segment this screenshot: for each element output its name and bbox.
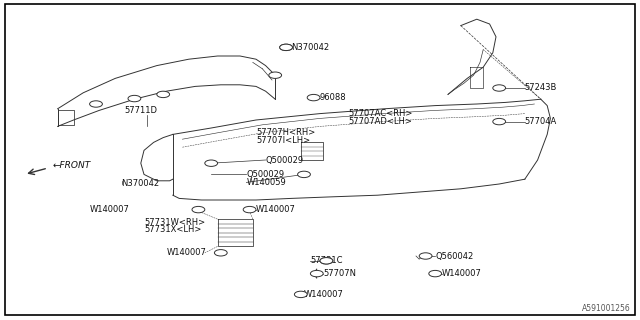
Circle shape [320, 258, 333, 264]
Circle shape [310, 270, 323, 277]
Text: 57707N: 57707N [323, 269, 356, 278]
Circle shape [294, 291, 307, 298]
Text: 57707AD<LH>: 57707AD<LH> [349, 117, 413, 126]
Circle shape [280, 44, 292, 51]
Text: 57731C: 57731C [310, 256, 343, 265]
Text: 57243B: 57243B [525, 84, 557, 92]
Text: 57731W<RH>: 57731W<RH> [144, 218, 205, 227]
Circle shape [307, 94, 320, 101]
Circle shape [214, 250, 227, 256]
Text: ←FRONT: ←FRONT [52, 161, 91, 170]
Text: W140007: W140007 [442, 269, 481, 278]
Circle shape [493, 118, 506, 125]
Circle shape [269, 72, 282, 78]
Text: Q500029: Q500029 [266, 156, 304, 164]
Text: 96088: 96088 [320, 93, 347, 102]
Text: W140007: W140007 [166, 248, 206, 257]
Text: A591001256: A591001256 [582, 304, 630, 313]
Circle shape [128, 95, 141, 102]
Circle shape [192, 206, 205, 213]
Text: 57707I<LH>: 57707I<LH> [256, 136, 310, 145]
Text: 57707AC<RH>: 57707AC<RH> [349, 109, 413, 118]
Text: 57704A: 57704A [525, 117, 557, 126]
Text: Q500029: Q500029 [246, 170, 285, 179]
Text: N370042: N370042 [291, 43, 330, 52]
Text: W140007: W140007 [304, 290, 344, 299]
Text: 57731X<LH>: 57731X<LH> [144, 225, 202, 234]
Circle shape [298, 171, 310, 178]
Circle shape [429, 270, 442, 277]
Text: W140059: W140059 [246, 178, 286, 187]
Circle shape [493, 85, 506, 91]
Circle shape [243, 206, 256, 213]
Circle shape [320, 258, 333, 264]
Text: N370042: N370042 [122, 180, 160, 188]
Text: 57707H<RH>: 57707H<RH> [256, 128, 316, 137]
Circle shape [90, 101, 102, 107]
Text: W140007: W140007 [90, 205, 129, 214]
Circle shape [157, 91, 170, 98]
Text: 57711D: 57711D [125, 106, 158, 115]
Circle shape [419, 253, 432, 259]
Text: Q560042: Q560042 [435, 252, 474, 260]
Circle shape [280, 44, 292, 51]
Text: W140007: W140007 [256, 205, 296, 214]
Circle shape [205, 160, 218, 166]
